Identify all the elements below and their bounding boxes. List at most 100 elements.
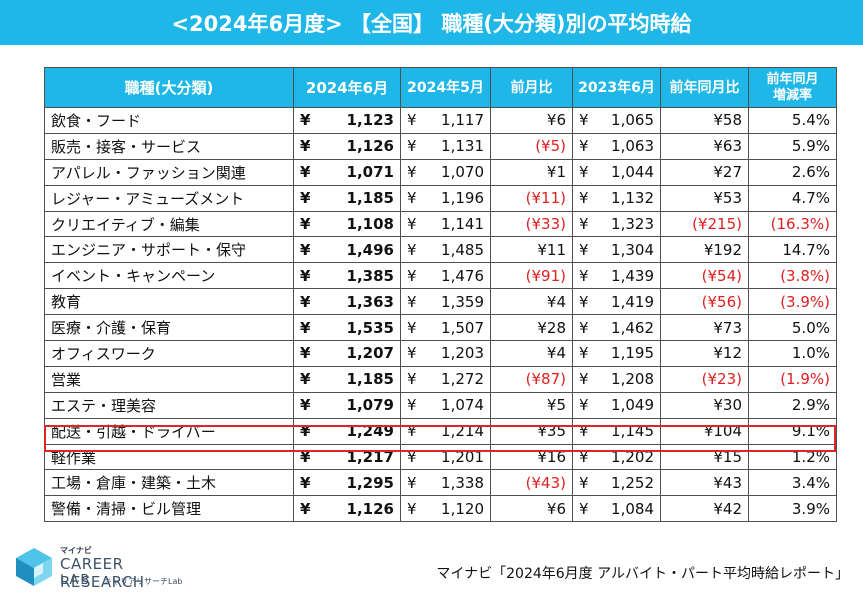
currency-symbol: ¥ <box>579 163 589 182</box>
cell-occupation: 飲食・フード <box>44 107 294 134</box>
cell-yoy-rate: 2.6% <box>748 158 837 186</box>
wage-value: 1,044 <box>611 163 654 182</box>
diff-value: ¥58 <box>713 111 742 130</box>
currency-symbol: ¥ <box>407 318 417 337</box>
wage-value: 1,439 <box>611 266 654 285</box>
cell-jun-2023: ¥1,202 <box>572 443 661 471</box>
cell-jun-2023: ¥1,044 <box>572 158 661 186</box>
cell-may-2024: ¥1,203 <box>400 340 491 367</box>
cell-month-over-month: (¥5) <box>490 132 573 160</box>
diff-value: ¥11 <box>537 240 566 259</box>
cell-jun-2024: ¥1,123 <box>293 107 401 134</box>
cell-month-over-month: (¥11) <box>490 184 573 212</box>
cell-occupation: 配送・引越・ドライバー <box>44 417 294 445</box>
table-row: 工場・倉庫・建築・土木 ¥1,295 ¥1,338 (¥43) ¥1,252 ¥43 3.4… <box>44 469 837 497</box>
header-may-2024: 2024年5月 <box>400 67 491 108</box>
currency-symbol: ¥ <box>407 499 417 518</box>
logo-brand-text: マイナビ <box>60 546 92 555</box>
wage-value: 1,338 <box>441 473 484 492</box>
cell-year-over-year: ¥43 <box>660 469 749 497</box>
wage-table-container: 職種(大分類) 2024年6月 2024年5月 前月比 2023年6月 前年同月… <box>44 67 837 523</box>
diff-value: (¥11) <box>525 189 566 208</box>
diff-value: ¥104 <box>703 422 742 441</box>
cell-occupation: 営業 <box>44 365 294 393</box>
currency-symbol: ¥ <box>579 215 589 233</box>
currency-symbol: ¥ <box>300 215 311 233</box>
cell-occupation: クリエイティブ・編集 <box>44 210 294 238</box>
wage-value: 1,208 <box>611 370 654 389</box>
table-row: 販売・接客・サービス ¥1,126 ¥1,131 (¥5) ¥1,063 ¥63 5.9% <box>44 132 837 160</box>
cell-jun-2024: ¥1,185 <box>293 365 401 393</box>
cell-occupation: 教育 <box>44 288 294 316</box>
cell-yoy-rate: 1.2% <box>748 443 837 471</box>
currency-symbol: ¥ <box>579 473 589 492</box>
cell-jun-2024: ¥1,535 <box>293 314 401 342</box>
cell-jun-2024: ¥1,363 <box>293 288 401 316</box>
cell-year-over-year: ¥104 <box>660 417 749 445</box>
currency-symbol: ¥ <box>300 370 311 389</box>
logo-lab-text: LAB <box>60 573 92 588</box>
cell-year-over-year: ¥58 <box>660 107 749 134</box>
currency-symbol: ¥ <box>579 137 589 156</box>
cell-may-2024: ¥1,131 <box>400 132 491 160</box>
cell-year-over-year: ¥12 <box>660 340 749 367</box>
diff-value: ¥192 <box>703 240 742 259</box>
table-row: エンジニア・サポート・保守 ¥1,496 ¥1,485 ¥11 ¥1,304 ¥192 14… <box>44 236 837 264</box>
diff-value: (¥33) <box>525 215 566 233</box>
wage-value: 1,084 <box>611 499 654 518</box>
currency-symbol: ¥ <box>300 111 311 130</box>
table-row: 飲食・フード ¥1,123 ¥1,117 ¥6 ¥1,065 ¥58 5.4% <box>44 107 837 134</box>
cell-jun-2023: ¥1,145 <box>572 417 661 445</box>
currency-symbol: ¥ <box>300 137 311 156</box>
cell-year-over-year: (¥56) <box>660 288 749 316</box>
currency-symbol: ¥ <box>579 370 589 389</box>
diff-value: (¥23) <box>701 370 742 389</box>
cell-month-over-month: ¥4 <box>490 288 573 316</box>
page-title-banner: <2024年6月度> 【全国】 職種(大分類)別の平均時給 <box>0 0 863 45</box>
cell-jun-2023: ¥1,439 <box>572 262 661 290</box>
wage-value: 1,141 <box>441 215 484 233</box>
currency-symbol: ¥ <box>300 448 311 467</box>
cell-month-over-month: (¥87) <box>490 365 573 393</box>
wage-value: 1,385 <box>346 266 394 285</box>
cell-jun-2023: ¥1,049 <box>572 391 661 419</box>
wage-value: 1,496 <box>346 240 394 259</box>
table-row: 警備・清掃・ビル管理 ¥1,126 ¥1,120 ¥6 ¥1,084 ¥42 3.9% <box>44 495 837 523</box>
diff-value: ¥30 <box>713 396 742 415</box>
diff-value: ¥16 <box>537 448 566 467</box>
wage-value: 1,462 <box>611 318 654 337</box>
cell-jun-2024: ¥1,496 <box>293 236 401 264</box>
cell-occupation: オフィスワーク <box>44 340 294 367</box>
diff-value: (¥215) <box>692 215 742 233</box>
cell-month-over-month: ¥35 <box>490 417 573 445</box>
rate-value: 3.9% <box>791 499 830 518</box>
diff-value: ¥1 <box>546 163 566 182</box>
cell-jun-2024: ¥1,126 <box>293 132 401 160</box>
cell-may-2024: ¥1,338 <box>400 469 491 497</box>
currency-symbol: ¥ <box>579 422 589 441</box>
wage-value: 1,535 <box>346 318 394 337</box>
wage-value: 1,123 <box>346 111 394 130</box>
wage-value: 1,323 <box>611 215 654 233</box>
table-row: 医療・介護・保育 ¥1,535 ¥1,507 ¥28 ¥1,462 ¥73 5.0% <box>44 314 837 342</box>
currency-symbol: ¥ <box>407 240 417 259</box>
occupation-label: 教育 <box>51 293 82 312</box>
cell-yoy-rate: 5.9% <box>748 132 837 160</box>
diff-value: ¥6 <box>546 499 566 518</box>
currency-symbol: ¥ <box>300 344 311 363</box>
currency-symbol: ¥ <box>407 189 417 208</box>
wage-value: 1,063 <box>611 137 654 156</box>
currency-symbol: ¥ <box>579 240 589 259</box>
header-month-over-month: 前月比 <box>490 67 573 108</box>
header-yoy-rate: 前年同月 増減率 <box>748 67 837 108</box>
wage-value: 1,363 <box>346 292 394 311</box>
cell-year-over-year: (¥23) <box>660 365 749 393</box>
cell-year-over-year: ¥27 <box>660 158 749 186</box>
cell-year-over-year: ¥63 <box>660 132 749 160</box>
cell-may-2024: ¥1,507 <box>400 314 491 342</box>
cell-jun-2024: ¥1,217 <box>293 443 401 471</box>
currency-symbol: ¥ <box>407 292 417 311</box>
wage-value: 1,079 <box>346 396 394 415</box>
rate-value: 2.6% <box>791 163 830 182</box>
currency-symbol: ¥ <box>579 318 589 337</box>
